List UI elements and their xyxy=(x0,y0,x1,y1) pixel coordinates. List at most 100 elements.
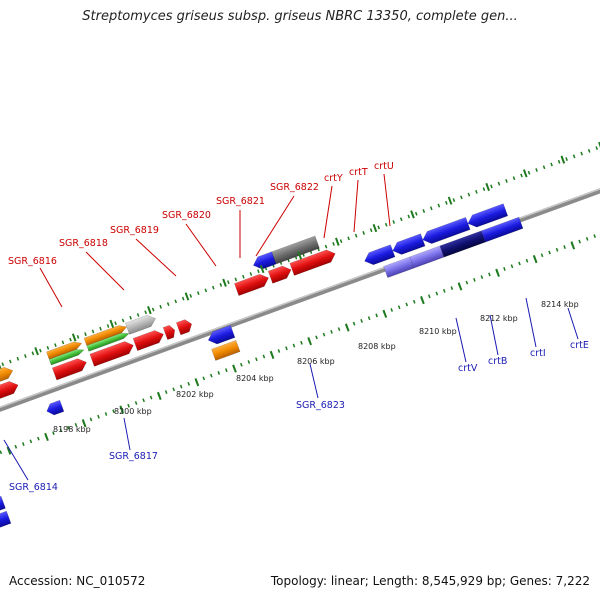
accession-text: Accession: NC_010572 xyxy=(9,574,146,588)
tick-mark xyxy=(540,253,544,258)
gene-label-forward[interactable]: SGR_6818 xyxy=(59,238,108,249)
gene-label-forward[interactable]: crtT xyxy=(349,167,368,178)
tick-mark xyxy=(24,354,27,358)
gene-6823-orange[interactable] xyxy=(211,340,241,361)
gene-6816b[interactable] xyxy=(0,379,20,402)
gene-6817[interactable] xyxy=(45,399,65,417)
gene-crtT[interactable] xyxy=(267,264,293,284)
tick-mark xyxy=(480,275,484,280)
tick-mark xyxy=(144,310,147,315)
tick-mark xyxy=(542,165,546,170)
tick-mark xyxy=(367,316,371,321)
tick-mark xyxy=(225,368,228,373)
tick-mark xyxy=(52,431,55,436)
tick-mark xyxy=(422,209,426,213)
gene-label-forward[interactable]: SGR_6822 xyxy=(270,182,319,193)
gene-6822[interactable] xyxy=(175,318,194,336)
gene-crtT-gray[interactable] xyxy=(271,235,320,265)
gene-6818-green[interactable] xyxy=(48,347,85,366)
tick-mark xyxy=(97,414,100,419)
gene-6819[interactable] xyxy=(89,339,136,367)
gene-crtU[interactable] xyxy=(289,248,338,276)
tick-mark xyxy=(384,222,388,227)
gene-crtB-top[interactable] xyxy=(391,233,426,257)
tick-mark xyxy=(518,261,521,266)
tick-mark xyxy=(580,151,583,156)
gene-label-forward[interactable]: SGR_6819 xyxy=(110,225,159,236)
gene-crtE[interactable] xyxy=(480,216,524,243)
gene-6821[interactable] xyxy=(162,324,177,341)
major-tick xyxy=(335,237,340,246)
gene-6820[interactable] xyxy=(132,328,166,351)
gene-6820-gray[interactable] xyxy=(125,313,157,335)
tick-mark xyxy=(29,439,33,444)
tick-mark xyxy=(204,288,208,293)
tick-mark xyxy=(189,293,193,298)
gene-label-reverse[interactable]: crtI xyxy=(530,348,546,359)
tick-mark xyxy=(106,324,110,328)
label-leader-lines xyxy=(3,173,579,481)
gene-label-forward[interactable]: SGR_6820 xyxy=(162,210,211,221)
gene-6814b[interactable] xyxy=(0,510,12,531)
major-tick xyxy=(194,378,200,387)
scale-label: 8210 kbp xyxy=(419,327,457,336)
major-tick xyxy=(109,319,115,328)
gene-crtV[interactable] xyxy=(383,256,415,278)
leader-line xyxy=(309,363,319,399)
gene-label-reverse[interactable]: SGR_6817 xyxy=(109,451,158,462)
tick-mark xyxy=(578,239,581,244)
gene-6818-orange[interactable] xyxy=(46,340,83,360)
major-tick xyxy=(570,241,576,250)
tick-mark xyxy=(164,390,168,394)
tick-mark xyxy=(219,283,223,287)
tick-mark xyxy=(339,239,343,244)
tick-mark xyxy=(525,258,529,263)
gene-label-forward[interactable]: crtY xyxy=(324,173,343,184)
gene-label-reverse[interactable]: crtE xyxy=(570,340,589,351)
scale-label: 8204 kbp xyxy=(236,374,274,383)
major-tick xyxy=(457,282,463,291)
gene-label-forward[interactable]: SGR_6821 xyxy=(216,196,265,207)
tick-mark xyxy=(572,154,576,159)
tick-mark xyxy=(174,299,178,304)
gene-crtE-top[interactable] xyxy=(466,203,509,230)
tick-mark xyxy=(390,308,394,312)
gene-6818[interactable] xyxy=(51,356,88,381)
tick-mark xyxy=(450,286,454,291)
tick-mark xyxy=(151,307,155,312)
gene-label-reverse[interactable]: crtB xyxy=(488,356,507,367)
gene-features[interactable] xyxy=(0,168,558,531)
major-tick xyxy=(269,350,275,359)
gene-label-reverse[interactable]: SGR_6823 xyxy=(296,400,345,411)
tick-mark xyxy=(202,376,206,381)
gene-label-reverse[interactable]: SGR_6814 xyxy=(9,482,58,493)
major-tick xyxy=(495,268,500,277)
gene-crtY[interactable] xyxy=(234,272,270,296)
tick-mark xyxy=(9,359,12,364)
gene-label-forward[interactable]: SGR_6816 xyxy=(8,256,57,267)
tick-mark xyxy=(427,294,431,299)
gene-label-reverse[interactable]: crtV xyxy=(458,363,478,374)
major-tick xyxy=(447,196,453,205)
tick-mark xyxy=(563,245,566,249)
forward-strand-ticks xyxy=(1,146,598,367)
gene-crtI-top[interactable] xyxy=(421,217,471,246)
major-tick xyxy=(598,141,600,151)
gene-label-forward[interactable]: crtU xyxy=(374,161,394,172)
tick-mark xyxy=(527,170,531,175)
tick-mark xyxy=(375,313,378,318)
tick-mark xyxy=(412,299,416,304)
gene-crtV-top[interactable] xyxy=(362,244,396,267)
tick-mark xyxy=(211,285,215,290)
tick-mark xyxy=(465,280,469,285)
gene-6819-green[interactable] xyxy=(86,331,130,352)
major-tick xyxy=(259,264,265,274)
major-tick xyxy=(522,169,528,178)
gene-crtY-blue[interactable] xyxy=(251,251,277,272)
major-tick xyxy=(372,223,378,233)
tick-mark xyxy=(435,291,439,296)
gene-6823-blue[interactable] xyxy=(206,324,236,346)
major-tick xyxy=(344,323,350,332)
